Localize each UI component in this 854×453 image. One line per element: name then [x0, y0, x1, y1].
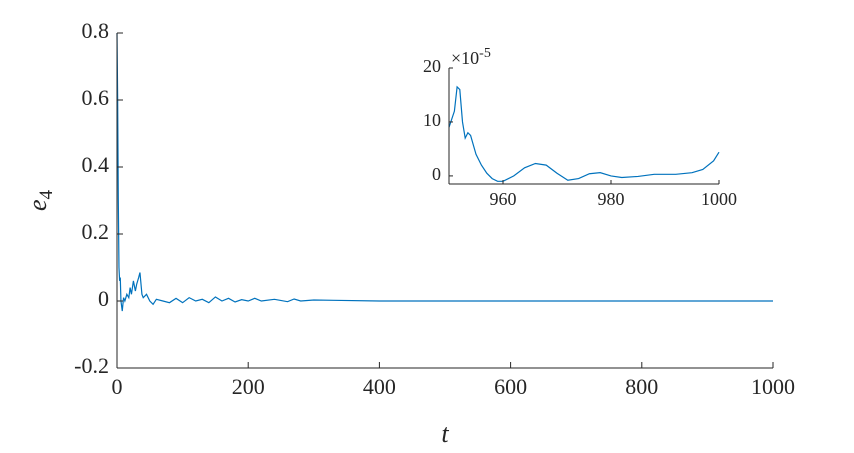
multiplier-exponent: -5: [479, 46, 491, 61]
x-axis-label: t: [441, 419, 449, 448]
axis-multiplier: ×10-5: [451, 46, 491, 68]
data-line: [116, 32, 773, 312]
data-line: [448, 85, 720, 182]
y-tick-label: 20: [423, 56, 441, 76]
x-tick-label: 0: [112, 374, 123, 399]
x-tick-label: 960: [490, 189, 517, 209]
x-tick-label: 1000: [751, 374, 795, 399]
y-tick-label: 0: [432, 164, 441, 184]
multiplier-base: ×10: [451, 48, 479, 68]
y-label-base: e: [23, 199, 52, 211]
x-tick-label: 200: [232, 374, 265, 399]
x-tick-label: 1000: [701, 189, 737, 209]
y-tick-label: -0.2: [74, 353, 109, 378]
y-tick-label: 0.4: [82, 152, 110, 177]
x-tick-label: 400: [363, 374, 396, 399]
y-tick-label: 10: [423, 110, 441, 130]
y-tick-label: 0.2: [82, 219, 110, 244]
y-label-subscript: 4: [36, 189, 57, 199]
x-tick-label: 980: [598, 189, 625, 209]
y-tick-label: 0.8: [82, 18, 110, 43]
y-tick-label: 0: [98, 286, 109, 311]
x-tick-label: 600: [494, 374, 527, 399]
x-tick-label: 800: [625, 374, 658, 399]
y-tick-label: 0.6: [82, 85, 110, 110]
y-axis-label: e4: [23, 189, 57, 211]
